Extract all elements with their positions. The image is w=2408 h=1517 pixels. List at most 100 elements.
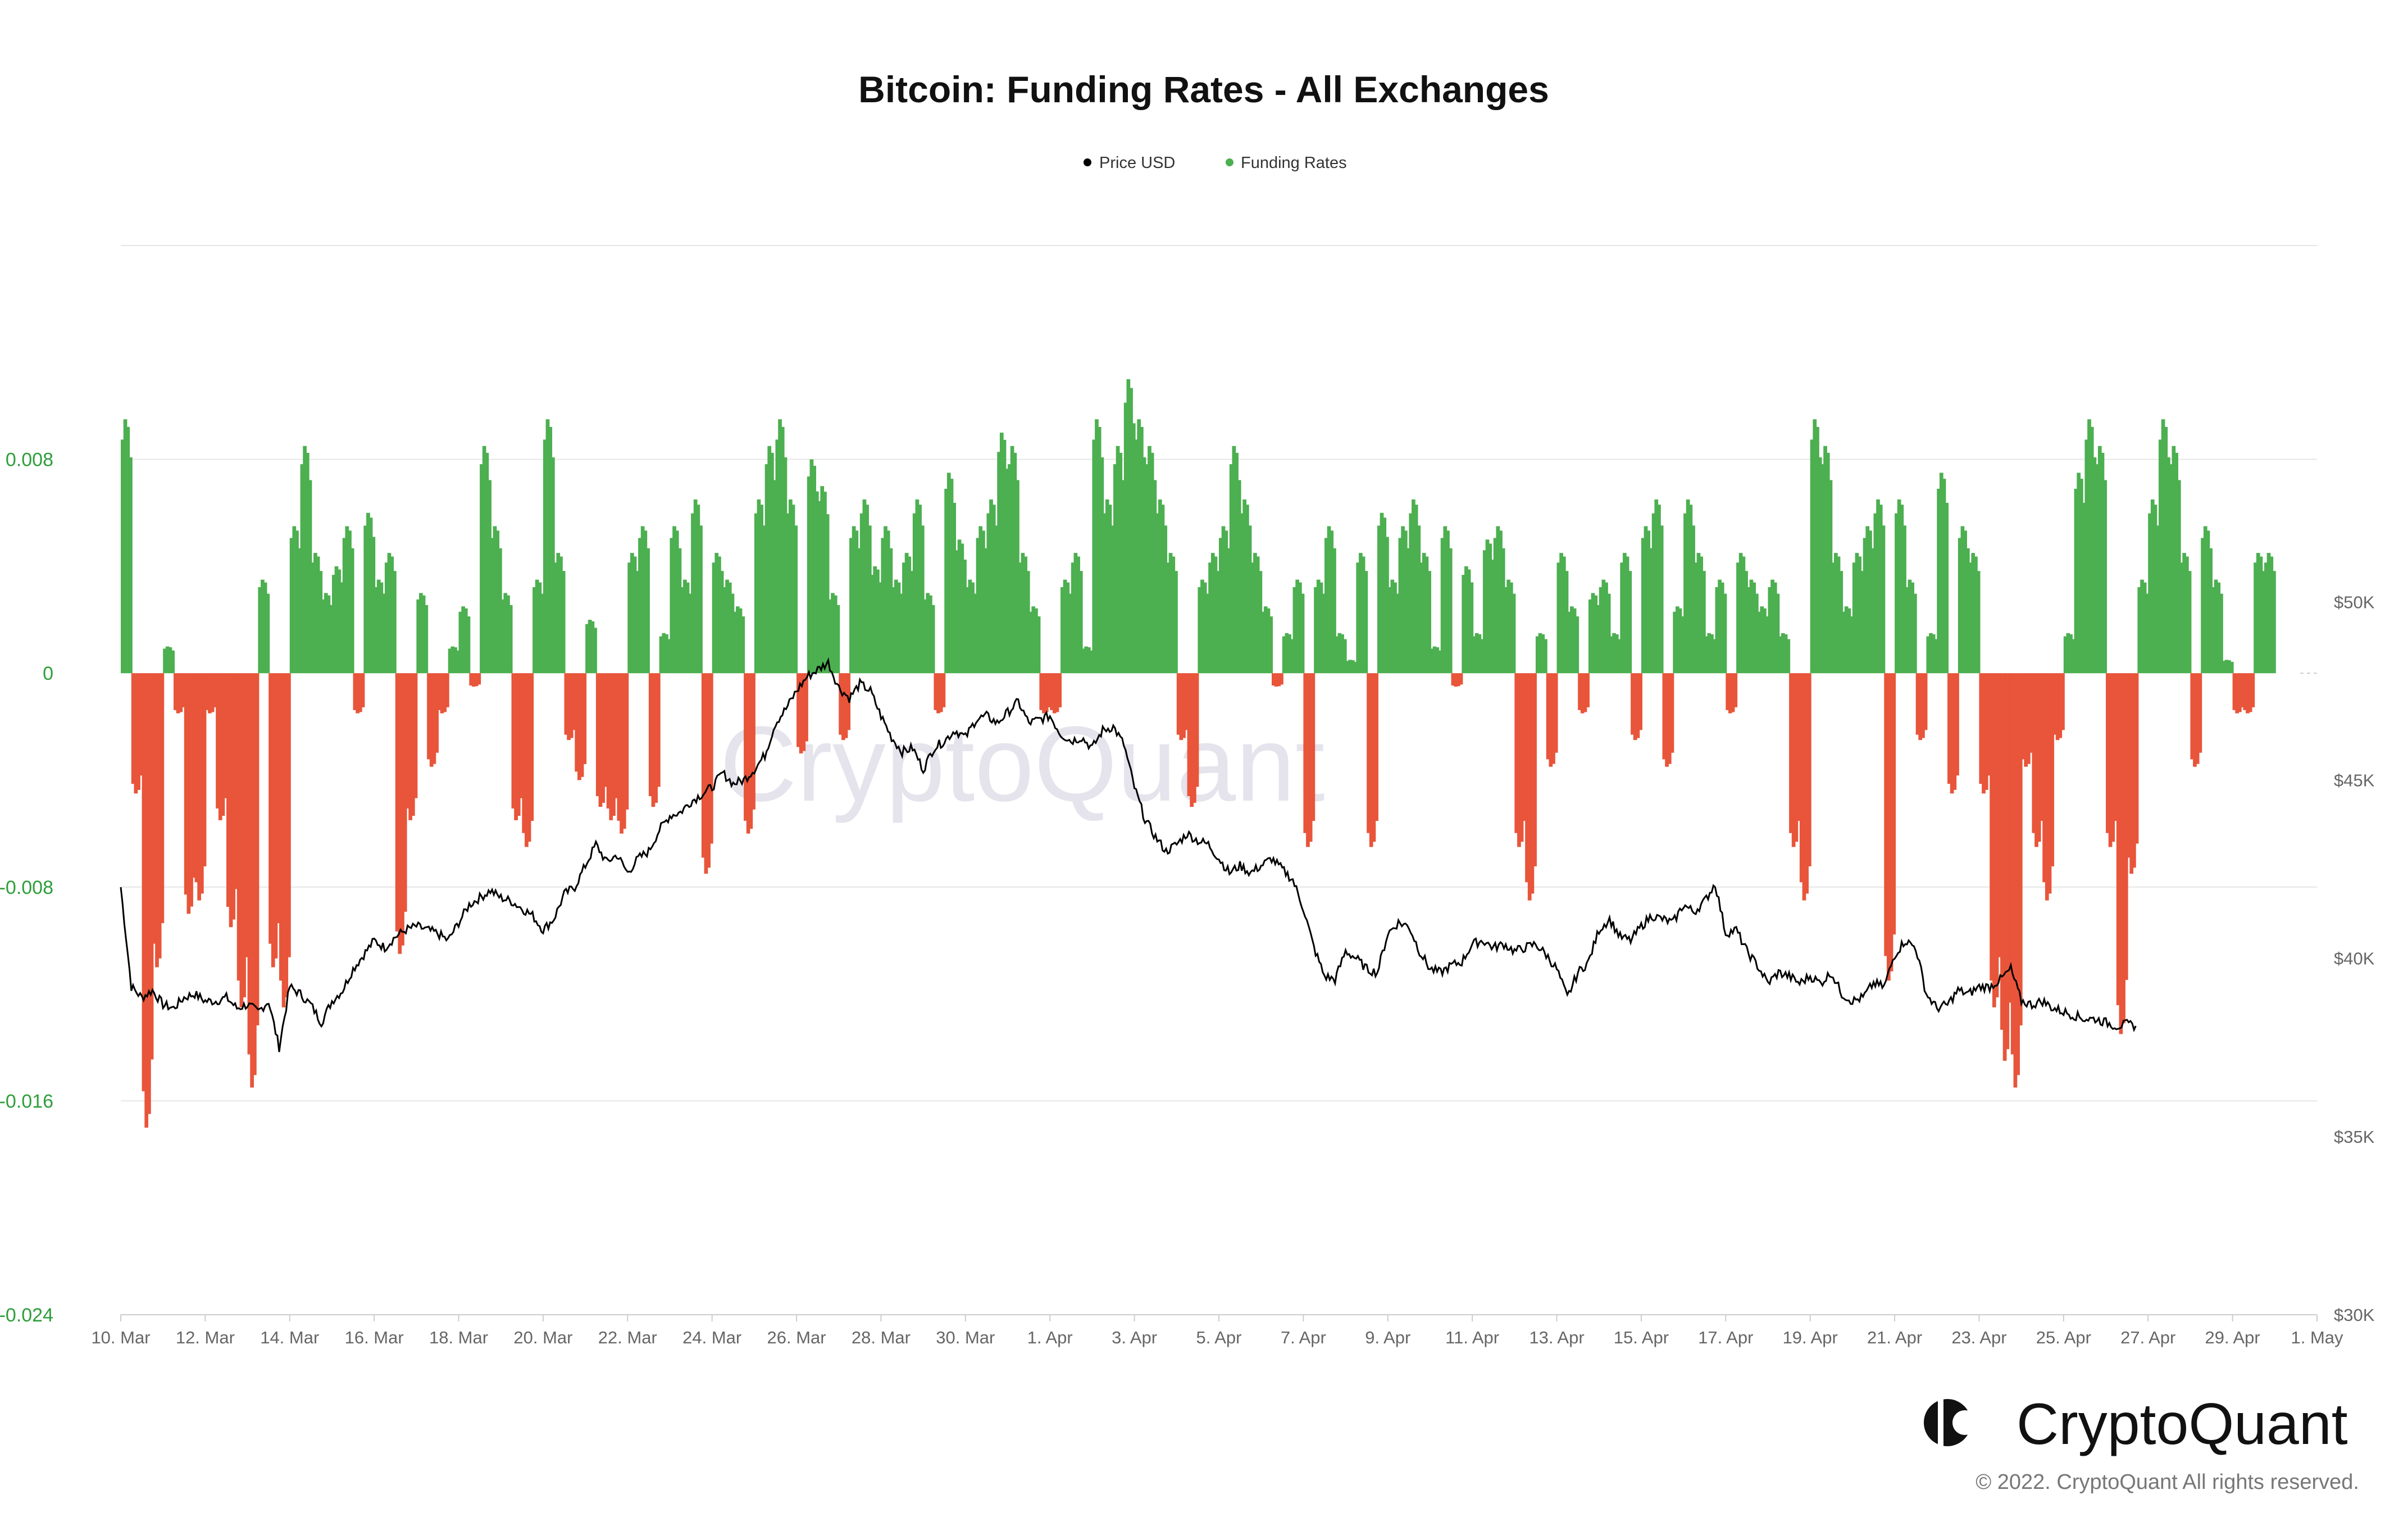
funding-bar xyxy=(1538,633,1542,674)
funding-bar xyxy=(1678,608,1682,674)
funding-bar xyxy=(1008,464,1012,674)
funding-bar xyxy=(1314,587,1318,674)
funding-bar xyxy=(2203,526,2207,674)
funding-bar xyxy=(1350,660,1355,674)
funding-bar xyxy=(849,538,853,674)
funding-bar xyxy=(1039,673,1044,710)
funding-bar xyxy=(1403,530,1408,674)
x-tick-label: 5. Apr xyxy=(1196,1328,1242,1347)
funding-bar xyxy=(585,624,589,674)
funding-bar xyxy=(1501,548,1505,674)
funding-bar xyxy=(1704,636,1709,674)
funding-bar xyxy=(160,673,165,924)
funding-bar xyxy=(1562,556,1566,674)
funding-bar xyxy=(1387,587,1392,674)
funding-bar xyxy=(1950,673,1954,794)
funding-bar xyxy=(1472,636,1476,674)
funding-bar xyxy=(1823,446,1827,674)
funding-bar xyxy=(1348,660,1352,674)
funding-bar xyxy=(1665,673,1669,767)
funding-bar xyxy=(281,673,286,1007)
funding-bar xyxy=(1454,673,1458,687)
funding-bar xyxy=(1831,562,1836,674)
funding-bar xyxy=(1789,673,1793,833)
funding-bar xyxy=(2092,457,2097,674)
left-tick-label: -0.024 xyxy=(0,1305,53,1326)
funding-bar xyxy=(2256,553,2260,674)
funding-bar xyxy=(1601,579,1606,674)
funding-bar xyxy=(595,673,600,797)
funding-bar xyxy=(682,579,687,674)
funding-bar xyxy=(1010,446,1014,674)
funding-bar xyxy=(2261,571,2266,674)
funding-bar xyxy=(1905,587,1909,674)
funding-bar xyxy=(1604,582,1608,674)
funding-bar xyxy=(1377,525,1381,674)
funding-bar xyxy=(1958,538,1962,674)
funding-bar xyxy=(817,501,822,674)
funding-bar xyxy=(474,673,479,687)
funding-bar xyxy=(696,505,700,674)
funding-bar xyxy=(1409,513,1413,674)
funding-bar xyxy=(889,548,893,674)
funding-bar xyxy=(208,673,212,714)
funding-bar xyxy=(2077,473,2081,674)
funding-bar xyxy=(429,673,434,767)
funding-bar xyxy=(121,439,125,674)
legend[interactable]: Price USD Funding Rates xyxy=(1084,154,1347,172)
funding-bar xyxy=(2266,553,2271,674)
funding-bar xyxy=(1676,606,1679,674)
funding-bar xyxy=(876,569,880,674)
funding-bar xyxy=(1224,530,1228,674)
funding-bar xyxy=(725,579,729,674)
funding-bar xyxy=(1855,553,1859,674)
funding-bar xyxy=(334,566,339,674)
funding-bar xyxy=(525,673,529,847)
funding-bar xyxy=(1670,673,1674,753)
funding-bar xyxy=(1342,639,1347,674)
funding-bar xyxy=(258,587,262,674)
funding-bar xyxy=(1298,582,1302,674)
funding-bar xyxy=(688,593,693,674)
funding-bar xyxy=(2201,538,2205,674)
funding-bar xyxy=(2254,562,2257,674)
funding-bar xyxy=(1992,673,1996,1007)
funding-bar xyxy=(168,647,172,674)
funding-bar xyxy=(194,673,199,883)
funding-bar xyxy=(1443,526,1447,674)
funding-bar xyxy=(691,513,695,674)
funding-bar xyxy=(213,673,217,707)
funding-bar xyxy=(171,650,175,674)
funding-bar xyxy=(867,525,872,674)
funding-bar xyxy=(1733,673,1738,707)
funding-bar xyxy=(1971,553,1975,674)
funding-bar xyxy=(1432,646,1437,674)
funding-bar xyxy=(2264,562,2268,674)
funding-bar xyxy=(340,582,344,674)
funding-bar xyxy=(2021,673,2025,760)
funding-bar xyxy=(569,673,573,738)
funding-bar xyxy=(1464,566,1468,674)
funding-bar xyxy=(1939,473,1943,674)
funding-bar xyxy=(2209,548,2213,674)
funding-bar xyxy=(1509,582,1513,674)
funding-bar xyxy=(1641,538,1645,674)
funding-bar xyxy=(1865,526,1870,674)
funding-bar xyxy=(567,673,571,741)
funding-bar xyxy=(1198,587,1202,674)
legend-price-label[interactable]: Price USD xyxy=(1099,154,1175,172)
funding-bar xyxy=(519,673,524,798)
funding-bar xyxy=(1681,616,1685,674)
funding-bar xyxy=(1842,611,1846,674)
funding-bar xyxy=(946,473,951,674)
x-axis-ticks: 10. Mar 12. Mar 14. Mar 16. Mar 18. Mar 20. M… xyxy=(91,1315,2343,1347)
funding-bar xyxy=(680,587,685,674)
funding-bar xyxy=(575,673,579,772)
funding-bar xyxy=(2037,673,2041,842)
funding-bar xyxy=(1575,616,1579,674)
funding-bar xyxy=(1166,562,1170,674)
funding-bar xyxy=(147,673,151,1114)
legend-funding-label[interactable]: Funding Rates xyxy=(1241,154,1347,172)
funding-bar xyxy=(551,457,555,674)
funding-bar xyxy=(1031,606,1036,674)
